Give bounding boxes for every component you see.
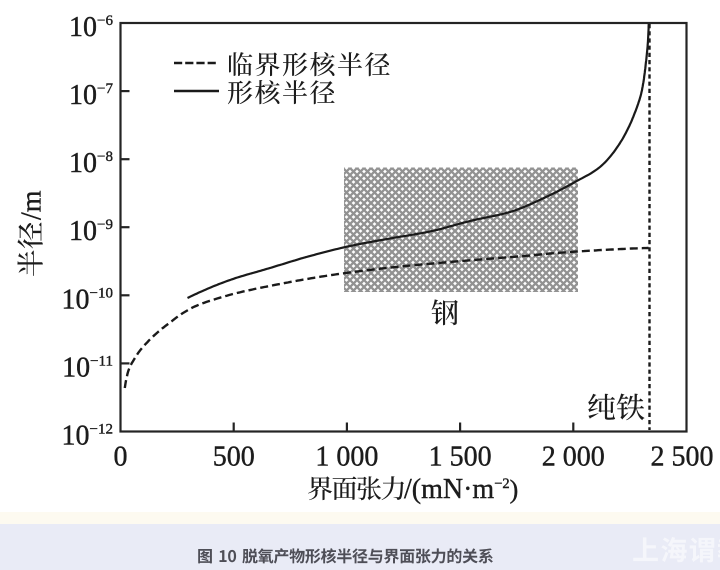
svg-text:10−7: 10−7 <box>69 80 113 111</box>
svg-text:2 000: 2 000 <box>542 442 605 473</box>
svg-text:1 000: 1 000 <box>315 442 378 473</box>
svg-text:10−12: 10−12 <box>62 421 113 452</box>
svg-text:500: 500 <box>213 442 255 473</box>
svg-text:1 500: 1 500 <box>429 442 492 473</box>
svg-text:2 500: 2 500 <box>651 442 714 473</box>
svg-text:10−10: 10−10 <box>62 284 113 315</box>
svg-text:/m: /m <box>17 190 48 220</box>
svg-text:0: 0 <box>114 442 128 473</box>
